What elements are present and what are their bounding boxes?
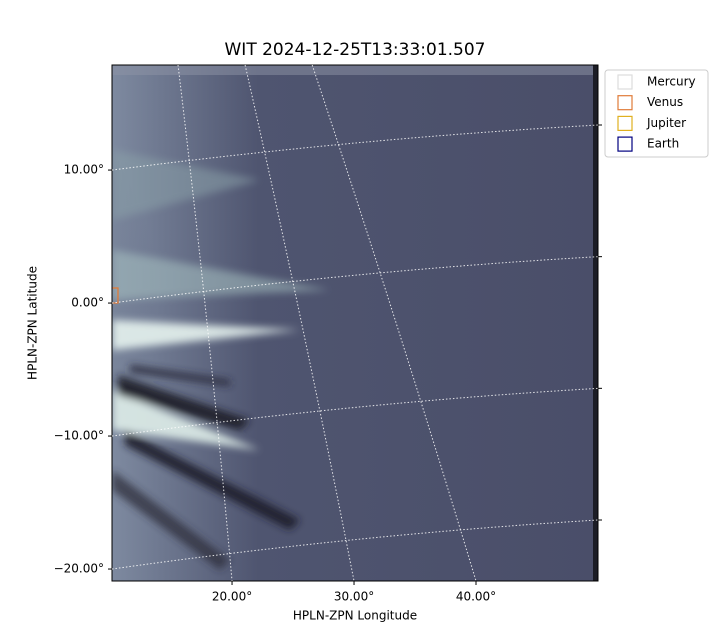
x-axis-label: HPLN-ZPN Longitude bbox=[293, 609, 417, 623]
legend-label: Earth bbox=[647, 137, 679, 151]
grid-line bbox=[311, 64, 477, 582]
legend-label: Mercury bbox=[647, 75, 696, 89]
image bbox=[112, 65, 598, 581]
y-tick-label: 10.00° bbox=[64, 163, 104, 177]
grid-line bbox=[111, 387, 599, 437]
x-tick-label: 40.00° bbox=[456, 590, 496, 604]
grid-line bbox=[111, 519, 599, 570]
x-tick-label: 20.00° bbox=[212, 590, 252, 604]
legend-frame bbox=[604, 69, 709, 158]
legend-swatch bbox=[617, 74, 633, 90]
legend-label: Venus bbox=[647, 95, 683, 109]
grid-line bbox=[177, 64, 233, 582]
x-tick-label: 30.00° bbox=[334, 590, 374, 604]
legend-swatch bbox=[617, 136, 633, 152]
legend: Mercury Venus Jupiter Earth bbox=[604, 69, 709, 158]
y-tick-label: 0.00° bbox=[71, 296, 104, 310]
plot-frame bbox=[111, 64, 599, 582]
legend-swatch bbox=[617, 115, 633, 132]
chart-title: WIT 2024-12-25T13:33:01.507 bbox=[225, 40, 486, 60]
legend-label: Jupiter bbox=[646, 116, 686, 130]
legend-swatch bbox=[617, 95, 633, 111]
y-tick-label: −20.00° bbox=[54, 562, 104, 576]
y-tick-label: −10.00° bbox=[54, 429, 104, 443]
grid-line bbox=[111, 124, 599, 171]
grid-line bbox=[111, 256, 599, 304]
y-axis-label: HPLN-ZPN Latitude bbox=[26, 266, 40, 380]
